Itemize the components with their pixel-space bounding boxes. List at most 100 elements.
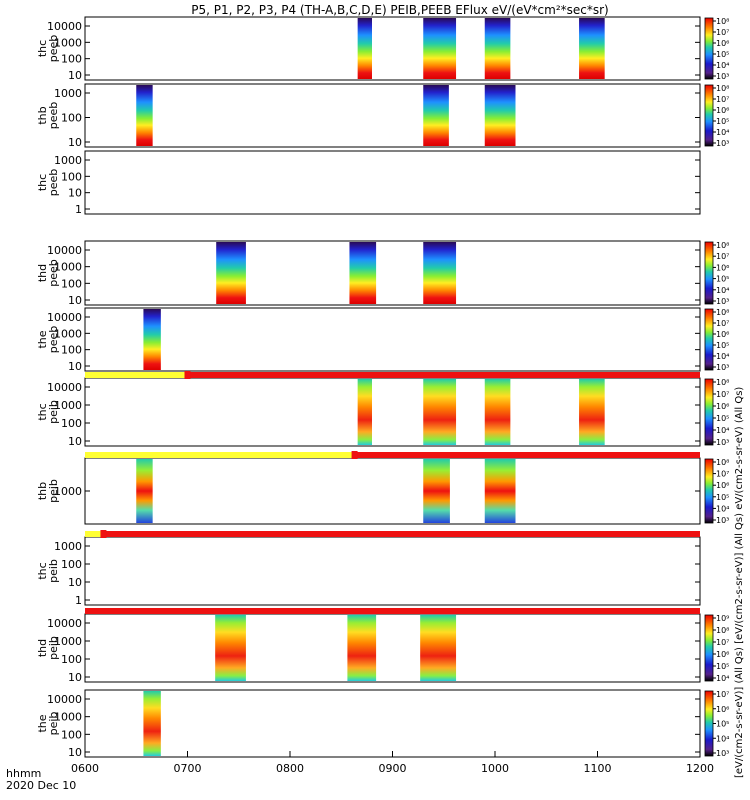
panels-layer: 10100100010000thcpeeb10³10⁴10⁵10⁶10⁷10⁸1… bbox=[36, 16, 729, 759]
y-tick-label: 10 bbox=[68, 576, 82, 589]
date-label: 2020 Dec 10 bbox=[6, 779, 76, 792]
colorbar-tick-label: 10⁹ bbox=[716, 614, 729, 623]
colorbar-tick-label: 10⁶ bbox=[716, 263, 729, 272]
x-tick-label: 0800 bbox=[276, 762, 304, 775]
panel-species-label: peeb bbox=[47, 259, 60, 287]
spectrogram-segment bbox=[347, 615, 377, 681]
colorbar-tick-label: 10⁵ bbox=[716, 275, 729, 284]
colorbar-tick-label: 10⁷ bbox=[716, 690, 729, 699]
y-tick-label: 10 bbox=[68, 360, 82, 373]
panel-probe-label: thb bbox=[36, 106, 49, 124]
x-tick-label: 1100 bbox=[584, 762, 612, 775]
colorbar-tick-label: 10⁷ bbox=[716, 28, 729, 37]
y-tick-label: 10000 bbox=[47, 311, 82, 324]
panel-species-label: peib bbox=[47, 400, 60, 424]
colorbar-tick-label: 10⁷ bbox=[716, 252, 729, 261]
status-bar-red-segment bbox=[103, 531, 700, 537]
colorbar-tick-label: 10⁷ bbox=[716, 638, 729, 647]
colorbar-tick-label: 10³ bbox=[716, 516, 729, 525]
colorbar-tick-label: 10⁶ bbox=[716, 330, 729, 339]
y-tick-label: 1000 bbox=[54, 327, 82, 340]
status-bar-red-segment bbox=[187, 372, 700, 378]
spectrogram-segment bbox=[136, 85, 153, 146]
status-bar-yellow-segment bbox=[85, 372, 188, 378]
y-tick-label: 10 bbox=[68, 187, 82, 200]
status-bar-yellow-segment bbox=[85, 452, 355, 458]
colorbar-tick-label: 10⁴ bbox=[716, 734, 729, 743]
y-tick-label: 100 bbox=[61, 277, 82, 290]
y-tick-label: 100 bbox=[61, 653, 82, 666]
spectrogram-segment bbox=[423, 18, 457, 79]
colorbar bbox=[704, 614, 714, 682]
panel-species-label: peeb bbox=[47, 169, 60, 197]
colorbar-tick-label: 10⁷ bbox=[716, 390, 729, 399]
y-tick-label: 1000 bbox=[54, 399, 82, 412]
spectrogram-segment bbox=[484, 459, 516, 523]
colorbar bbox=[704, 690, 714, 757]
panel-frame bbox=[84, 150, 701, 215]
spectrogram-segment bbox=[423, 379, 457, 445]
y-tick-label: 100 bbox=[61, 417, 82, 430]
colorbar-tick-label: 10⁸ bbox=[716, 84, 729, 93]
colorbar-tick-label: 10⁴ bbox=[716, 61, 729, 70]
spectrogram-segment bbox=[420, 615, 457, 681]
panel-species-label: peib bbox=[47, 559, 60, 583]
colorbar-tick-label: 10⁶ bbox=[716, 705, 729, 714]
colorbar-tick-label: 10³ bbox=[716, 297, 729, 306]
colorbar bbox=[704, 458, 714, 524]
panel-frame bbox=[84, 689, 701, 758]
colorbar-tick-label: 10⁴ bbox=[716, 674, 729, 683]
colorbar bbox=[704, 241, 714, 305]
x-tick-label: 0700 bbox=[174, 762, 202, 775]
colorbar-tick-label: 10⁶ bbox=[716, 106, 729, 115]
y-tick-label: 1000 bbox=[54, 87, 82, 100]
x-tick-label: 1000 bbox=[481, 762, 509, 775]
colorbar-tick-label: 10⁶ bbox=[716, 402, 729, 411]
panel-frame bbox=[84, 16, 701, 81]
y-tick-label: 100 bbox=[61, 170, 82, 183]
panel-probe-label: the bbox=[36, 330, 49, 348]
y-tick-label: 100 bbox=[61, 112, 82, 125]
colorbar-tick-label: 10⁸ bbox=[716, 17, 729, 26]
colorbar-tick-label: 10⁵ bbox=[716, 662, 729, 671]
panel-species-label: peeb bbox=[47, 102, 60, 130]
x-tick-label: 0600 bbox=[71, 762, 99, 775]
panel-probe-label: thc bbox=[36, 403, 49, 420]
y-tick-label: 10 bbox=[68, 746, 82, 759]
y-tick-label: 1000 bbox=[54, 540, 82, 553]
panel-species-label: peib bbox=[47, 636, 60, 660]
colorbar bbox=[704, 378, 714, 446]
x-axis-label: hhmm bbox=[6, 767, 41, 780]
status-bar-marker bbox=[100, 530, 107, 538]
y-tick-label: 10 bbox=[68, 136, 82, 149]
status-bar bbox=[85, 608, 700, 614]
spectrogram-segment bbox=[579, 18, 605, 79]
colorbar bbox=[704, 308, 714, 371]
y-tick-label: 100 bbox=[61, 344, 82, 357]
colorbar-label: [eV/(cm2-s-sr-eV)] (All Qs) [eV/(cm2-s-s… bbox=[734, 387, 745, 778]
y-tick-label: 100 bbox=[61, 558, 82, 571]
colorbar-tick-label: 10⁵ bbox=[716, 341, 729, 350]
panel-frame bbox=[84, 240, 701, 306]
colorbar-tick-label: 10³ bbox=[716, 363, 729, 372]
colorbar-tick-label: 10³ bbox=[716, 438, 729, 447]
y-tick-label: 10 bbox=[68, 69, 82, 82]
colorbar-tick-label: 10⁵ bbox=[716, 720, 729, 729]
y-tick-label: 10000 bbox=[47, 693, 82, 706]
y-tick-label: 1 bbox=[75, 594, 82, 607]
y-tick-label: 1000 bbox=[54, 635, 82, 648]
panel-frame bbox=[84, 536, 701, 606]
status-bar-red-segment bbox=[85, 608, 700, 614]
spectrogram-segment bbox=[484, 379, 511, 445]
